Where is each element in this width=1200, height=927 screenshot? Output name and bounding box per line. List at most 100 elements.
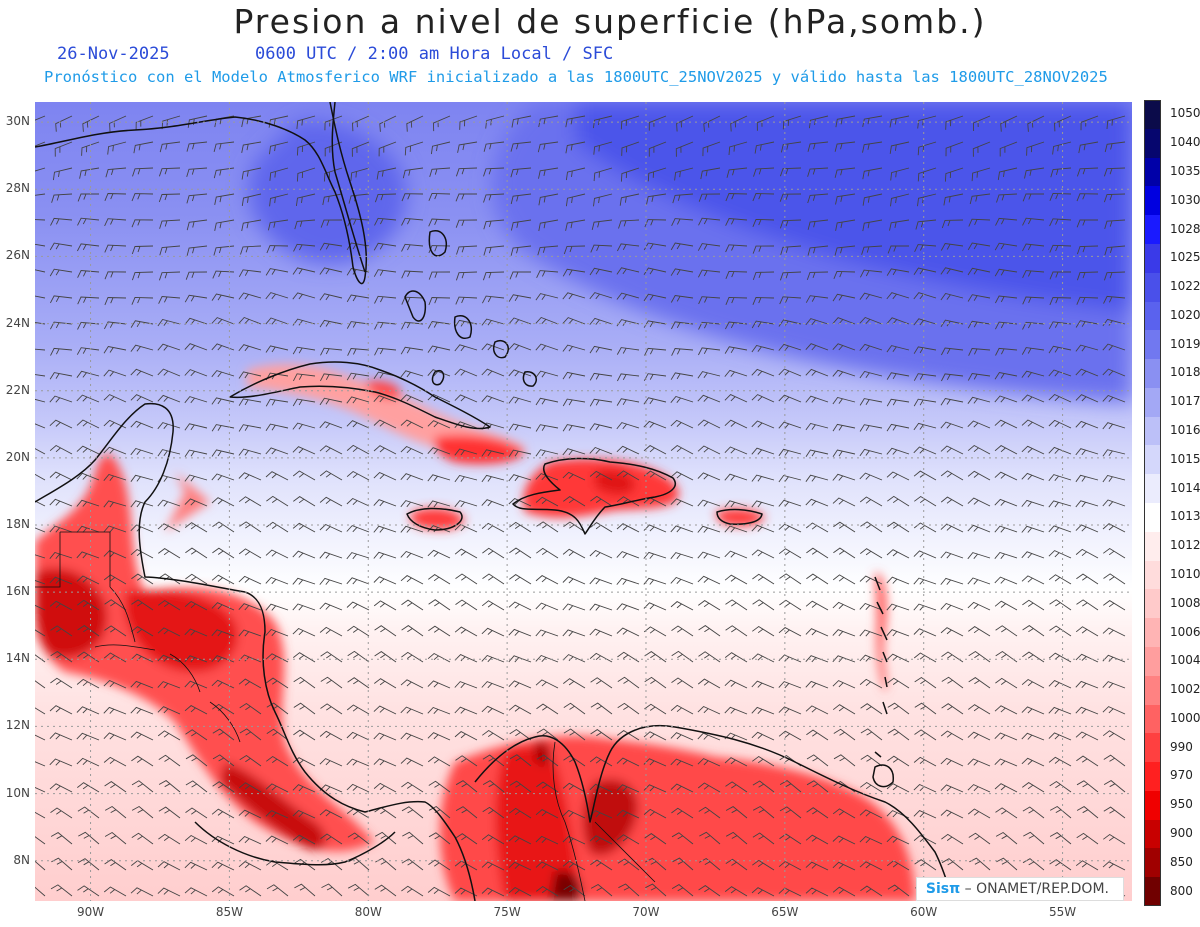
wind-barb: [535, 449, 559, 457]
wind-barb: [1021, 706, 1045, 715]
wind-barb: [644, 703, 667, 715]
wind-barb: [211, 370, 235, 378]
wind-barb: [562, 809, 586, 819]
wind-barb: [833, 754, 856, 767]
wind-barb: [724, 369, 748, 377]
wind-barb: [104, 244, 127, 253]
wind-barb: [213, 245, 235, 256]
wind-barb: [238, 548, 262, 559]
wind-barb: [1075, 448, 1099, 456]
wind-barb: [644, 347, 667, 356]
wind-barb: [319, 470, 343, 481]
wind-barb: [238, 575, 262, 585]
wind-barb: [859, 809, 883, 819]
wind-barb: [752, 625, 775, 637]
wind-barb: [562, 268, 586, 277]
wind-barb: [834, 167, 856, 178]
wind-barb: [374, 884, 397, 897]
wind-barb: [346, 497, 370, 507]
wind-barb: [940, 757, 964, 767]
wind-barb: [697, 525, 721, 533]
wind-barb: [373, 525, 397, 533]
wind-barb: [834, 245, 856, 256]
wind-barb: [806, 573, 829, 585]
wind-barb: [319, 758, 343, 767]
wind-barb: [968, 218, 991, 227]
wind-barb: [428, 297, 451, 306]
wind-barb: [184, 680, 208, 689]
wind-barb: [941, 219, 964, 229]
wind-barb: [239, 754, 262, 767]
legend-swatch: [1144, 186, 1161, 216]
wind-barb: [157, 730, 181, 741]
wind-barb: [266, 245, 289, 254]
wind-barb: [77, 599, 100, 611]
wind-barb: [294, 883, 316, 897]
wind-barb: [593, 193, 613, 207]
wind-barb: [999, 141, 1018, 157]
wind-barb: [697, 243, 721, 251]
wind-barb: [617, 676, 640, 689]
wind-barb: [1049, 599, 1072, 611]
wind-barb: [35, 734, 46, 741]
wind-barb: [238, 344, 262, 352]
wind-barb: [780, 245, 802, 256]
wind-barb: [104, 625, 127, 637]
wind-barb: [49, 471, 73, 481]
wind-barb: [674, 167, 694, 181]
wind-barb: [77, 651, 100, 663]
wind-barb: [913, 318, 937, 326]
legend-label: 1012: [1170, 538, 1200, 553]
wind-barb: [590, 244, 613, 253]
legend-label: 1030: [1170, 192, 1200, 207]
legend-swatch: [1144, 100, 1161, 131]
wind-barb: [859, 602, 883, 611]
wind-barb: [967, 552, 991, 560]
wind-barb: [1076, 832, 1099, 845]
wind-barb: [1075, 860, 1099, 871]
wind-barb: [967, 373, 991, 381]
wind-barb: [563, 496, 586, 507]
wind-barb: [806, 729, 829, 741]
wind-barb: [751, 680, 775, 689]
wind-barb: [346, 470, 370, 481]
island-jamaica: [406, 507, 463, 531]
wind-barb: [616, 809, 640, 819]
wind-barb: [131, 780, 154, 793]
wind-barb: [103, 419, 127, 429]
wind-barb: [1048, 369, 1072, 377]
wind-barb: [213, 167, 235, 179]
wind-barb: [832, 423, 856, 432]
island-puerto-rico: [716, 508, 763, 525]
wind-barb: [697, 678, 721, 689]
pressure-map[interactable]: [35, 102, 1132, 901]
wind-barb: [428, 780, 451, 793]
wind-barb: [724, 500, 748, 508]
wind-barb: [373, 499, 397, 507]
wind-barb: [238, 269, 262, 278]
wind-barb: [158, 548, 181, 559]
wind-barb: [78, 831, 100, 845]
wind-barb: [1049, 780, 1072, 793]
wind-barb: [994, 395, 1018, 403]
wind-barb: [670, 732, 694, 741]
wind-barb: [346, 396, 370, 404]
wind-barb: [49, 732, 73, 741]
wind-barb: [76, 757, 100, 767]
wind-barb: [886, 549, 910, 559]
wind-barb: [562, 576, 586, 585]
wind-barb: [293, 496, 316, 507]
wind-barb: [266, 677, 289, 689]
wind-barb: [103, 345, 127, 354]
wind-barb: [1026, 141, 1045, 156]
legend-swatch: [1144, 359, 1161, 389]
wind-barb: [967, 420, 991, 429]
wind-barb: [157, 523, 181, 533]
wind-barb: [1103, 547, 1126, 559]
wind-barb: [157, 627, 181, 637]
wind-barb: [459, 115, 478, 130]
wind-barb: [508, 343, 532, 351]
wind-barb: [1075, 626, 1099, 637]
wind-barb: [562, 398, 586, 407]
wind-barb: [536, 270, 559, 278]
